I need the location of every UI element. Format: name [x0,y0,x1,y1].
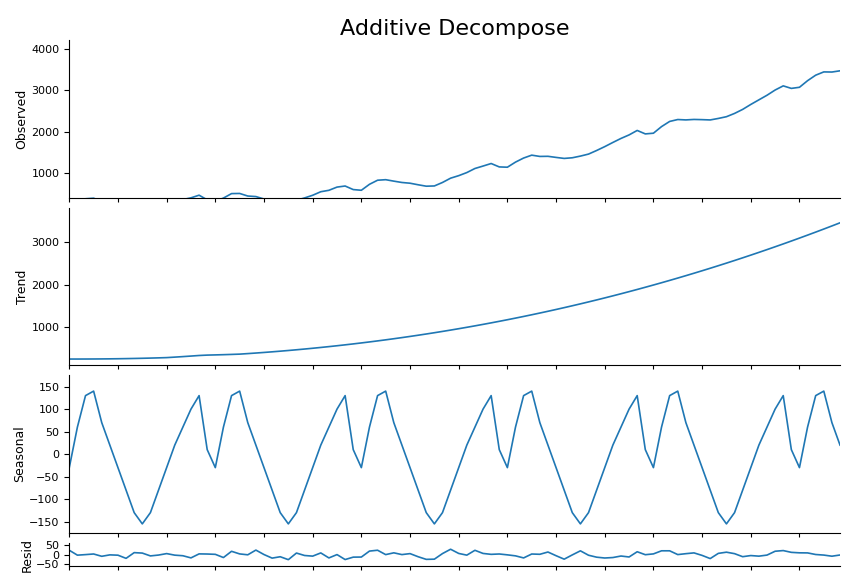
Title: Additive Decompose: Additive Decompose [339,19,570,39]
Y-axis label: Seasonal: Seasonal [13,426,26,483]
Y-axis label: Resid: Resid [21,538,34,572]
Y-axis label: Observed: Observed [16,89,29,149]
Y-axis label: Trend: Trend [16,269,29,304]
